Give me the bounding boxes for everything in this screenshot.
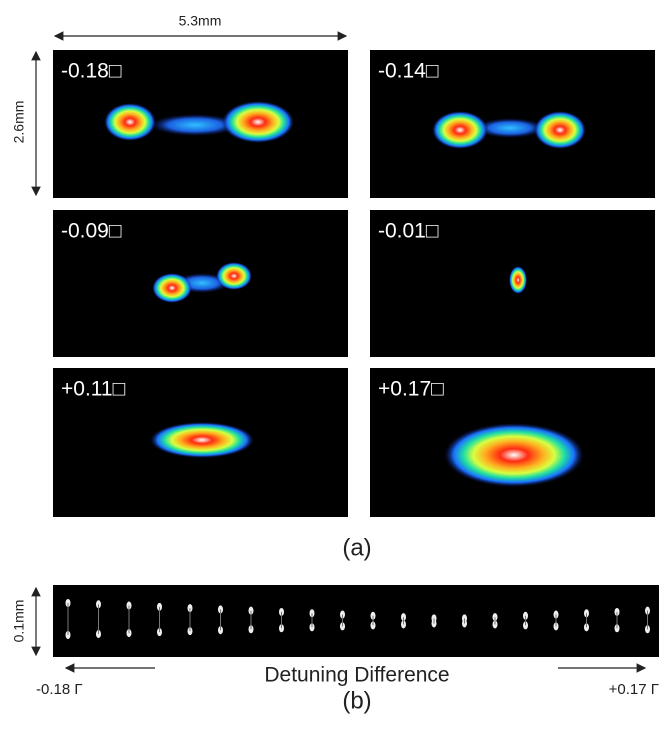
atom-cloud xyxy=(216,262,252,290)
atom-cloud xyxy=(104,103,156,141)
atom-cloud xyxy=(534,111,586,149)
strip-image xyxy=(53,585,659,657)
panel-label: -0.09□ xyxy=(61,220,122,243)
caption-a: (a) xyxy=(342,534,371,561)
panel-label: -0.14□ xyxy=(378,60,439,83)
panel-label: -0.18□ xyxy=(61,60,122,83)
caption-b: (b) xyxy=(342,687,371,714)
atom-cloud xyxy=(152,273,192,303)
atom-cloud xyxy=(509,266,527,294)
atom-cloud xyxy=(222,101,294,143)
strip-right-label: +0.17 Γ xyxy=(609,681,659,698)
strip-title: Detuning Difference xyxy=(264,664,449,687)
panel-label: +0.17□ xyxy=(378,378,444,401)
atom-cloud xyxy=(432,111,488,149)
panel-label: -0.01□ xyxy=(378,220,439,243)
atom-cloud xyxy=(150,422,254,458)
page: 5.3mm 2.6mm -0.18□ -0.14□ -0.09□ -0.01□ +0.1… xyxy=(0,0,659,745)
strip-left-label: -0.18 Γ xyxy=(36,681,83,698)
strip-height-label: 0.1mm xyxy=(11,600,27,643)
panel-label: +0.11□ xyxy=(61,378,126,401)
width-label: 5.3mm xyxy=(179,13,222,29)
height-label: 2.6mm xyxy=(11,101,27,144)
figure: 5.3mm 2.6mm -0.18□ -0.14□ -0.09□ -0.01□ +0.1… xyxy=(0,0,659,745)
atom-cloud xyxy=(444,423,584,487)
